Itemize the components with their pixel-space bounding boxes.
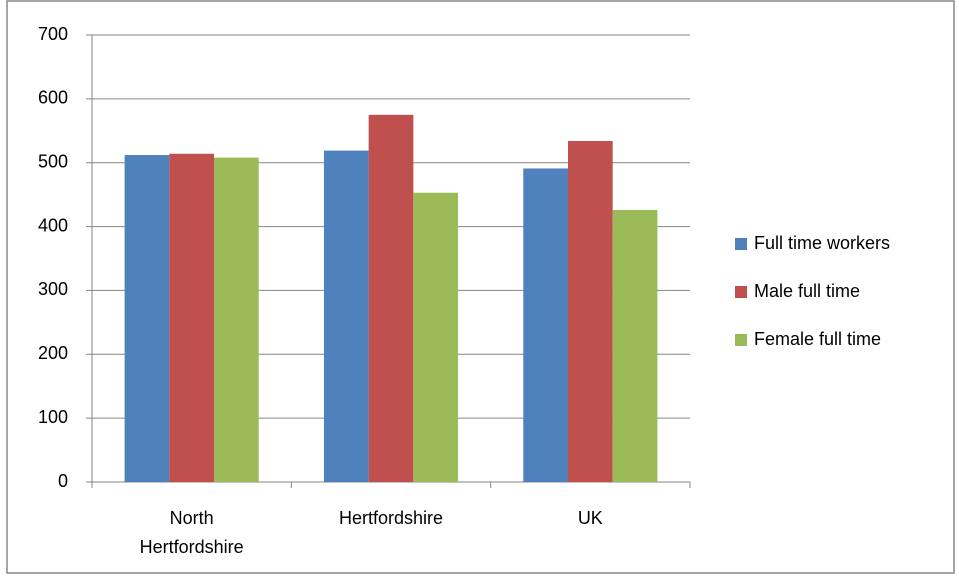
y-tick-label: 600 <box>38 88 68 108</box>
legend-label: Female full time <box>754 329 881 349</box>
legend-label: Male full time <box>754 281 860 301</box>
y-tick-label: 400 <box>38 215 68 235</box>
bar <box>169 153 215 482</box>
bar <box>413 192 459 482</box>
x-tick-label: Hertfordshire <box>338 508 444 528</box>
bar <box>612 209 658 482</box>
legend-swatch <box>735 334 747 346</box>
x-tick-label: UK <box>577 508 603 528</box>
bar <box>323 150 369 482</box>
bar <box>124 155 170 482</box>
bar <box>567 141 613 482</box>
legend-label: Full time workers <box>754 233 890 253</box>
legend-swatch <box>735 286 747 298</box>
bar <box>368 114 414 483</box>
legend-swatch <box>735 238 747 250</box>
y-tick-label: 0 <box>58 471 68 491</box>
y-tick-label: 300 <box>38 279 68 299</box>
bar <box>214 157 259 482</box>
x-tick-label: North Hertfordshire <box>139 508 244 557</box>
y-tick-label: 700 <box>38 24 68 44</box>
y-tick-label: 500 <box>38 151 68 171</box>
y-tick-label: 200 <box>38 343 68 363</box>
bar <box>523 168 568 482</box>
y-tick-label: 100 <box>38 407 68 427</box>
